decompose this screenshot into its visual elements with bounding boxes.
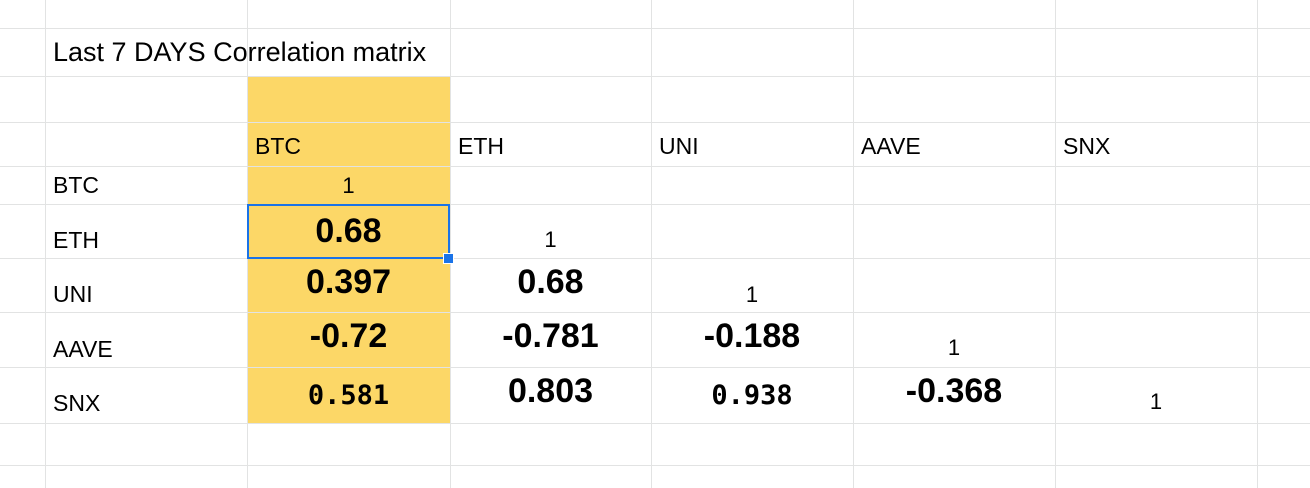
cell-snx-snx[interactable]: 1 bbox=[1149, 389, 1163, 414]
cell-aave-aave[interactable]: 1 bbox=[947, 334, 961, 360]
fill-handle[interactable] bbox=[443, 253, 454, 264]
cell-btc-btc[interactable]: 1 bbox=[342, 173, 355, 198]
cell-eth-eth[interactable]: 1 bbox=[544, 227, 557, 252]
cell-snx-eth[interactable]: 0.803 bbox=[507, 371, 594, 410]
col-header-aave[interactable]: AAVE bbox=[861, 132, 921, 159]
cell-snx-uni[interactable]: 0.938 bbox=[711, 379, 793, 411]
cell-eth-btc[interactable]: 0.68 bbox=[315, 211, 382, 250]
row-label-eth[interactable]: ETH bbox=[53, 226, 99, 253]
col-header-uni[interactable]: UNI bbox=[659, 132, 699, 159]
cell-snx-aave[interactable]: -0.368 bbox=[905, 371, 1003, 410]
cell-uni-eth[interactable]: 0.68 bbox=[517, 262, 584, 301]
cell-aave-eth[interactable]: -0.781 bbox=[502, 317, 599, 355]
matrix-title[interactable]: Last 7 DAYS Correlation matrix bbox=[53, 36, 427, 67]
cell-aave-uni[interactable]: -0.188 bbox=[703, 317, 801, 355]
cell-snx-btc[interactable]: 0.581 bbox=[307, 379, 390, 411]
row-label-btc[interactable]: BTC bbox=[53, 171, 99, 198]
col-header-btc[interactable]: BTC bbox=[255, 132, 301, 159]
cell-aave-btc[interactable]: -0.72 bbox=[309, 317, 388, 355]
col-header-snx[interactable]: SNX bbox=[1063, 132, 1111, 159]
row-label-uni[interactable]: UNI bbox=[53, 280, 93, 307]
cell-uni-btc[interactable]: 0.397 bbox=[305, 262, 392, 301]
col-header-eth[interactable]: ETH bbox=[458, 132, 504, 159]
row-label-snx[interactable]: SNX bbox=[53, 389, 101, 416]
row-label-aave[interactable]: AAVE bbox=[53, 336, 113, 362]
btc-column-highlight bbox=[247, 76, 450, 424]
cell-uni-uni[interactable]: 1 bbox=[745, 282, 759, 307]
